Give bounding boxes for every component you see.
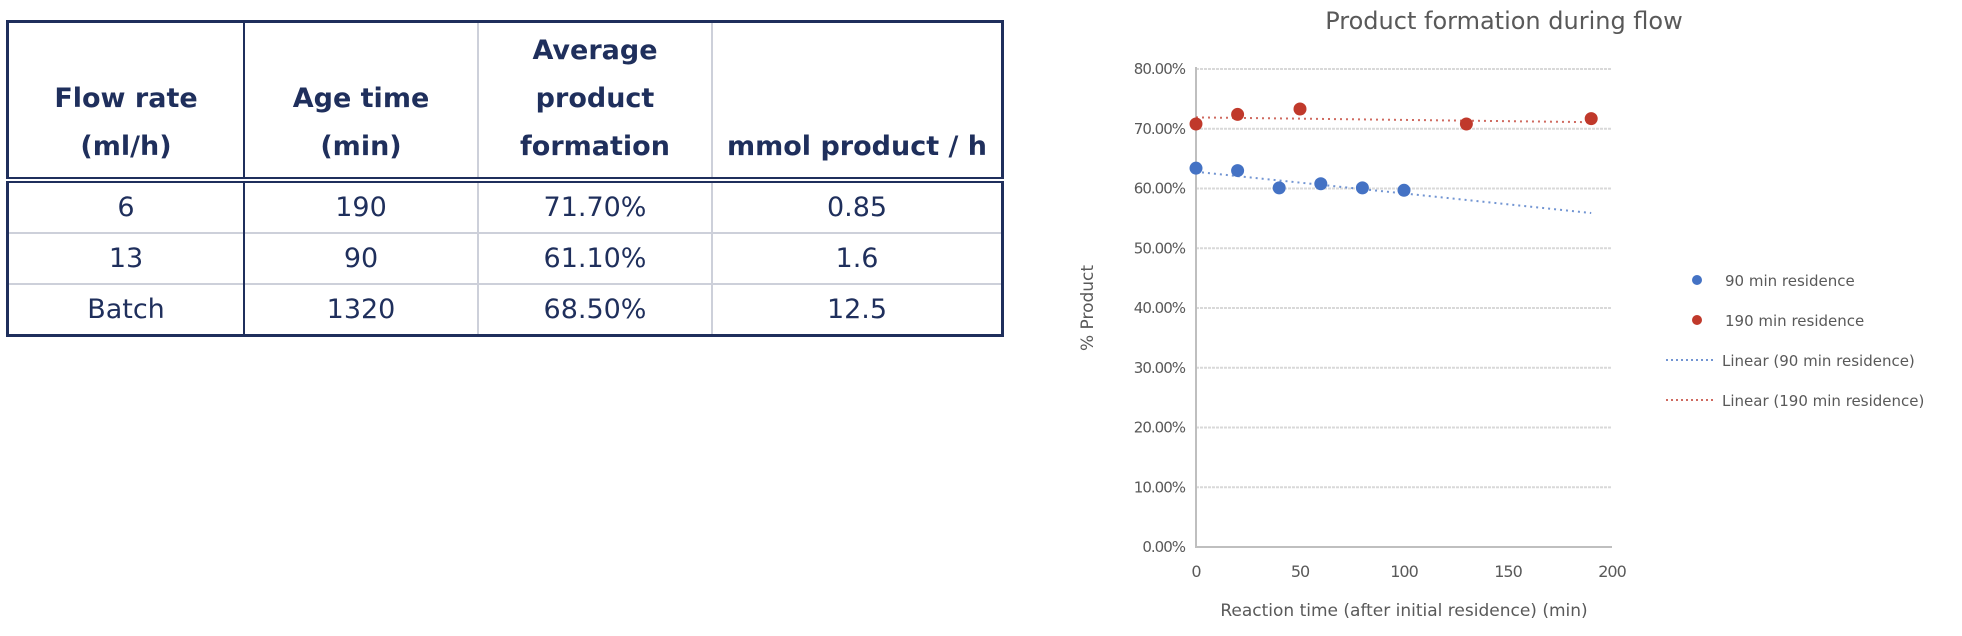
cell-mmol-per-hour: 12.5	[712, 283, 1003, 336]
cell-mmol-per-hour: 1.6	[712, 232, 1003, 284]
legend-marker-icon	[1692, 315, 1702, 325]
data-point	[1314, 177, 1328, 191]
table-row: 13 90 61.10% 1.6	[7, 232, 1003, 284]
scatter-chart: Product formation during flow 0.00% 10.00…	[1060, 0, 1962, 631]
cell-mmol-per-hour: 0.85	[826, 192, 888, 223]
table-row: Batch 1320 68.50% 12.5	[7, 283, 1003, 336]
data-points	[1189, 102, 1598, 197]
chart-canvas: Product formation during flow 0.00% 10.00…	[1078, 7, 1924, 621]
data-point	[1293, 102, 1307, 116]
data-point	[1189, 117, 1203, 131]
x-tick-label: 150	[1494, 562, 1522, 581]
header-flow-rate: Flow rate (ml/h)	[7, 21, 245, 180]
y-axis-label: % Product	[1078, 265, 1098, 351]
header-age-time: Age time (min)	[244, 21, 479, 180]
header-line: Age time	[292, 83, 430, 114]
cell-product-formation: 68.50%	[478, 283, 713, 336]
trendlines	[1195, 116, 1592, 214]
y-tick-label: 60.00%	[1134, 180, 1186, 198]
y-tick-label: 50.00%	[1134, 239, 1186, 257]
data-point	[1231, 164, 1245, 178]
data-point	[1397, 183, 1411, 197]
legend-marker-icon	[1692, 275, 1702, 285]
legend-label: Linear (90 min residence)	[1722, 352, 1915, 370]
cell-age-time: 90	[244, 232, 479, 284]
cell-product-formation: 71.70%	[478, 180, 713, 233]
header-line: (min)	[320, 131, 402, 162]
header-line: Flow rate	[54, 83, 198, 114]
header-average-product-formation: Average product formation	[478, 21, 713, 180]
y-tick-label: 80.00%	[1134, 60, 1186, 78]
legend-label: Linear (190 min residence)	[1722, 392, 1924, 410]
table-row: 6 190 71.70% 0.85	[7, 180, 1003, 233]
table-header-row: Flow rate (ml/h) Age time (min) Average pro…	[7, 21, 1003, 181]
data-point	[1189, 161, 1203, 175]
data-point	[1459, 117, 1473, 131]
legend-label: 90 min residence	[1725, 272, 1855, 290]
header-line: formation	[520, 131, 670, 162]
header-line: Average	[532, 35, 658, 66]
trendline	[1195, 116, 1592, 124]
data-point	[1272, 181, 1286, 195]
x-tick-label: 100	[1390, 562, 1418, 581]
y-tick-label: 30.00%	[1134, 359, 1186, 377]
y-tick-label: 0.00%	[1142, 538, 1185, 556]
x-axis-ticks: 0 50 100 150 200	[1191, 562, 1627, 581]
x-tick-label: 200	[1598, 562, 1626, 581]
y-tick-label: 40.00%	[1134, 299, 1186, 317]
header-line: product	[535, 83, 655, 114]
trendline	[1195, 170, 1592, 214]
x-tick-label: 0	[1191, 562, 1201, 581]
data-point	[1355, 181, 1369, 195]
cell-flow-rate: 6	[7, 180, 245, 233]
header-line: (ml/h)	[80, 131, 172, 162]
legend-label: 190 min residence	[1725, 312, 1864, 330]
cell-flow-rate: Batch	[7, 283, 245, 336]
y-tick-label: 70.00%	[1134, 120, 1186, 138]
y-tick-label: 10.00%	[1134, 478, 1186, 496]
data-point	[1231, 107, 1245, 121]
data-point	[1584, 112, 1598, 126]
cell-age-time: 190	[244, 180, 479, 233]
cell-product-formation: 61.10%	[478, 232, 713, 284]
results-table: Flow rate (ml/h) Age time (min) Average pro…	[6, 20, 1004, 337]
chart-legend: 90 min residence 190 min residence Linear …	[1666, 272, 1924, 410]
y-tick-label: 20.00%	[1134, 419, 1186, 437]
cell-flow-rate: 13	[7, 232, 245, 284]
header-line: mmol product / h	[726, 131, 987, 162]
x-tick-label: 50	[1291, 562, 1310, 581]
gridlines	[1196, 68, 1612, 489]
cell-age-time: 1320	[244, 283, 479, 336]
chart-title: Product formation during flow	[1325, 7, 1683, 35]
y-axis-ticks: 0.00% 10.00% 20.00% 30.00% 40.00% 50.00% 60.00…	[1134, 60, 1187, 556]
header-mmol-product-per-hour: mmol product / h	[712, 22, 1003, 181]
x-axis-label: Reaction time (after initial residence) …	[1220, 601, 1587, 621]
